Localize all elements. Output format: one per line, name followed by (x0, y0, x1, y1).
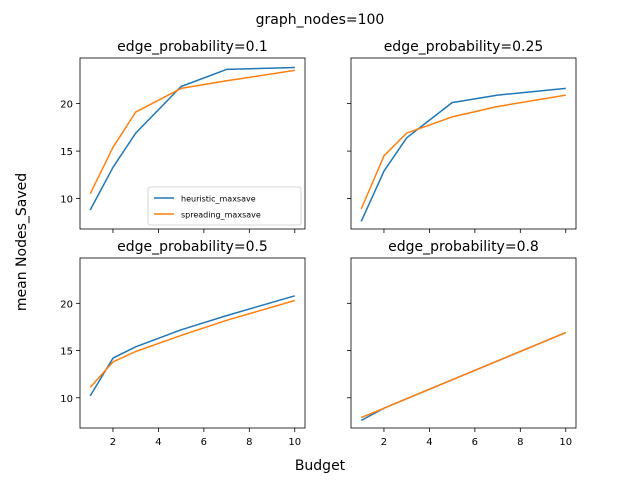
series-line-heuristic-maxsave (360, 87, 566, 222)
x-tick-label: 8 (246, 437, 252, 448)
x-tick-label: 2 (381, 437, 387, 448)
x-tick-label: 4 (426, 437, 432, 448)
legend-box (147, 186, 302, 226)
subplot-edge-025: edge_probability=0.25 (347, 39, 577, 233)
subplot-edge-08: edge_probability=0.8 2 4 6 8 10 (347, 239, 577, 448)
y-tick-label: 20 (60, 299, 73, 310)
y-tick-label: 20 (60, 100, 73, 111)
subplot-title: edge_probability=0.25 (384, 39, 544, 55)
subplot-title: edge_probability=0.5 (117, 239, 268, 255)
series-line-heuristic-maxsave (89, 66, 295, 211)
x-tick-label: 6 (201, 437, 207, 448)
subplot-edge-05: edge_probability=0.5 2 4 6 8 10 10 15 20 (60, 239, 306, 448)
legend: heuristic_maxsave spreading_maxsave (147, 186, 302, 226)
figure-suptitle: graph_nodes=100 (256, 12, 385, 28)
x-tick-label: 6 (472, 437, 478, 448)
series-line-heuristic-maxsave (89, 295, 296, 397)
y-tick-label: 15 (60, 347, 73, 358)
series-line-spreading-maxsave (89, 299, 296, 388)
axes-frame (79, 57, 306, 230)
series-line-spreading-maxsave (360, 94, 566, 210)
y-tick-label: 10 (60, 195, 73, 206)
figure-xlabel: Budget (295, 458, 346, 474)
legend-entry-label: heuristic_maxsave (181, 195, 256, 204)
axes-frame (350, 57, 577, 230)
axes-frame (79, 257, 306, 429)
subplot-title: edge_probability=0.8 (388, 239, 539, 255)
series-line-spreading-maxsave (360, 331, 567, 419)
series-line-spreading-maxsave (89, 69, 295, 195)
axes-frame (350, 257, 577, 429)
x-tick-label: 10 (288, 437, 301, 448)
x-tick-label: 8 (517, 437, 523, 448)
x-tick-label: 4 (155, 437, 161, 448)
subplot-title: edge_probability=0.1 (117, 39, 268, 55)
y-tick-label: 15 (60, 147, 73, 158)
y-tick-label: 10 (60, 394, 73, 405)
legend-entry-label: spreading_maxsave (181, 211, 261, 220)
figure-ylabel: mean Nodes_Saved (14, 173, 30, 311)
subplot-grid: edge_probability=0.1101520edge_probabili… (60, 39, 577, 448)
x-tick-label: 10 (559, 437, 572, 448)
subplot-edge-01: edge_probability=0.1 10 15 20 (60, 39, 306, 233)
x-tick-label: 2 (110, 437, 116, 448)
